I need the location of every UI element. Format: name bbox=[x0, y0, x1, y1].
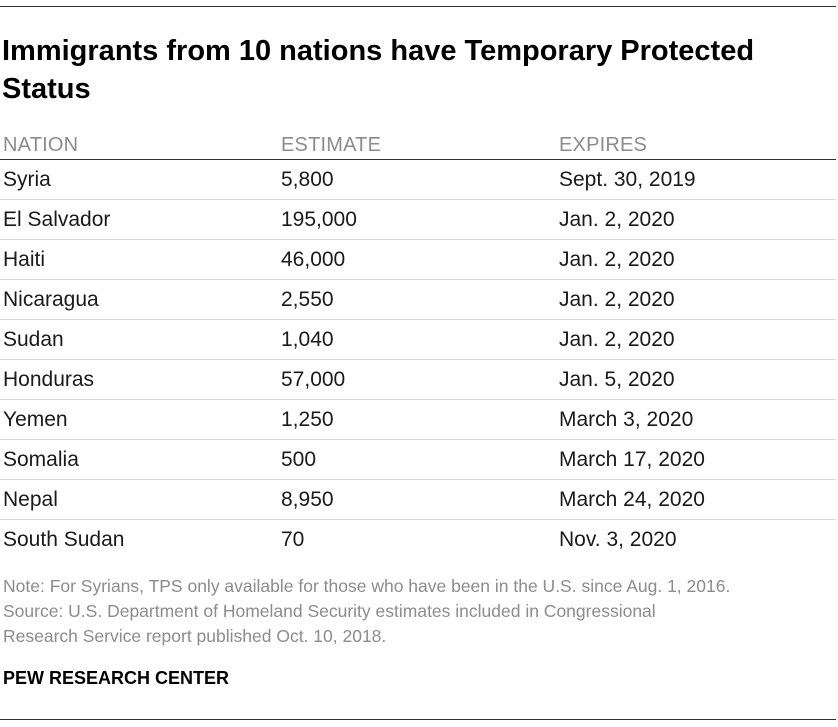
chart-title: Immigrants from 10 nations have Temporar… bbox=[2, 35, 755, 105]
expires-cell: Sept. 30, 2019 bbox=[559, 168, 696, 191]
table-row: Somalia 500 March 17, 2020 bbox=[0, 440, 836, 480]
source-text-line-2: Research Service report published Oct. 1… bbox=[3, 626, 387, 646]
nation-cell: Nicaragua bbox=[3, 288, 99, 311]
table-row: Haiti 46,000 Jan. 2, 2020 bbox=[0, 240, 836, 280]
expires-cell: Nov. 3, 2020 bbox=[559, 528, 677, 551]
expires-cell: Jan. 5, 2020 bbox=[559, 368, 675, 391]
table-header: NATION ESTIMATE EXPIRES bbox=[0, 127, 836, 160]
table-row: South Sudan 70 Nov. 3, 2020 bbox=[0, 520, 836, 559]
nation-cell: Syria bbox=[3, 168, 51, 191]
estimate-cell: 500 bbox=[281, 448, 317, 471]
expires-cell: Jan. 2, 2020 bbox=[559, 288, 675, 311]
source-text-line-1: Source: U.S. Department of Homeland Secu… bbox=[3, 601, 656, 621]
column-header-nation: NATION bbox=[3, 134, 79, 156]
estimate-cell: 8,950 bbox=[281, 488, 334, 511]
table-row: Syria 5,800 Sept. 30, 2019 bbox=[0, 160, 836, 200]
nation-cell: Somalia bbox=[3, 448, 79, 471]
nation-cell: Nepal bbox=[3, 488, 58, 511]
estimate-cell: 5,800 bbox=[281, 168, 334, 191]
table-row: Nepal 8,950 March 24, 2020 bbox=[0, 480, 836, 520]
brand-wordmark: PEW RESEARCH CENTER bbox=[3, 668, 230, 688]
expires-cell: March 17, 2020 bbox=[559, 448, 705, 471]
expires-cell: Jan. 2, 2020 bbox=[559, 328, 675, 351]
expires-cell: March 3, 2020 bbox=[559, 408, 694, 431]
table-row: Honduras 57,000 Jan. 5, 2020 bbox=[0, 360, 836, 400]
column-header-expires: EXPIRES bbox=[559, 134, 648, 156]
bottom-rule bbox=[0, 719, 836, 720]
table-row: Nicaragua 2,550 Jan. 2, 2020 bbox=[0, 280, 836, 320]
table-row: Sudan 1,040 Jan. 2, 2020 bbox=[0, 320, 836, 360]
estimate-cell: 2,550 bbox=[281, 288, 334, 311]
expires-cell: Jan. 2, 2020 bbox=[559, 248, 675, 271]
nation-cell: Sudan bbox=[3, 328, 64, 351]
column-header-estimate: ESTIMATE bbox=[281, 134, 382, 156]
nation-cell: Honduras bbox=[3, 368, 95, 391]
table-row: Yemen 1,250 March 3, 2020 bbox=[0, 400, 836, 440]
estimate-cell: 195,000 bbox=[281, 208, 357, 231]
nation-cell: Yemen bbox=[3, 408, 68, 431]
notes-block: Note: For Syrians, TPS only available fo… bbox=[3, 574, 837, 649]
nation-cell: El Salvador bbox=[3, 208, 111, 231]
expires-cell: March 24, 2020 bbox=[559, 488, 705, 511]
table-row: El Salvador 195,000 Jan. 2, 2020 bbox=[0, 200, 836, 240]
estimate-cell: 70 bbox=[281, 528, 305, 551]
nation-cell: Haiti bbox=[3, 248, 46, 271]
estimate-cell: 1,040 bbox=[281, 328, 334, 351]
note-text: Note: For Syrians, TPS only available fo… bbox=[3, 576, 731, 596]
top-rule bbox=[0, 6, 836, 7]
expires-cell: Jan. 2, 2020 bbox=[559, 208, 675, 231]
nation-cell: South Sudan bbox=[3, 528, 125, 551]
estimate-cell: 46,000 bbox=[281, 248, 346, 271]
estimate-cell: 57,000 bbox=[281, 368, 346, 391]
estimate-cell: 1,250 bbox=[281, 408, 334, 431]
data-table: NATION ESTIMATE EXPIRES Syria 5,800 Sept… bbox=[0, 127, 836, 559]
